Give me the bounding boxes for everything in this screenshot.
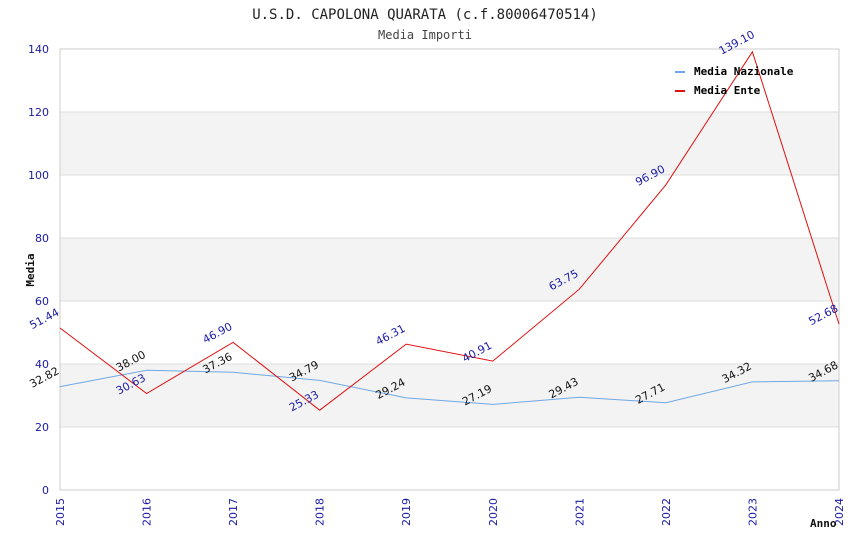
x-tick-label: 2018 [314,498,327,526]
y-tick-label: 60 [35,295,49,308]
x-tick-label: 2015 [54,498,67,526]
y-axis-label: Media [24,253,37,286]
series-line-media-nazionale [59,369,840,405]
band-3 [60,238,839,301]
x-tick-label: 2016 [141,498,154,526]
data-label: 46.90 [201,320,235,346]
band-5 [60,112,839,175]
x-tick-label: 2017 [227,498,240,526]
data-label: 52.68 [806,302,840,328]
x-tick-label: 2020 [487,498,500,526]
y-tick-label: 100 [28,169,49,182]
y-axis-ticks: 0 20 40 60 80 100 120 140 [28,43,49,497]
data-label: 40.91 [460,339,494,365]
x-tick-label: 2021 [573,498,586,526]
y-tick-label: 0 [42,484,49,497]
legend-label-media-nazionale: Media Nazionale [694,65,794,78]
series-line-media-ente [59,50,840,411]
legend-swatch-media-nazionale [675,71,685,73]
y-tick-label: 140 [28,43,49,56]
x-tick-label: 2024 [833,498,846,526]
x-tick-label: 2022 [660,498,673,526]
x-axis-label: Anno [810,517,837,530]
x-axis-ticks: 2015 2016 2017 2018 2019 2020 2021 2022 2023 2024 [54,498,846,526]
plot-border [59,48,840,491]
series-lines [59,50,840,411]
legend-swatch-media-ente [675,90,685,92]
data-label: 51.44 [27,306,61,332]
x-tick-label: 2023 [746,498,759,526]
data-label: 139.10 [717,28,757,58]
band-1 [60,364,839,427]
legend: Media Nazionale Media Ente [675,65,794,97]
chart-title: U.S.D. CAPOLONA QUARATA (c.f.80006470514… [252,7,598,23]
y-tick-label: 40 [35,358,49,371]
chart-subtitle: Media Importi [378,28,472,42]
data-label: 46.31 [374,322,408,348]
y-tick-label: 120 [28,106,49,119]
legend-label-media-ente: Media Ente [694,84,761,97]
y-tick-label: 20 [35,421,49,434]
background-bands [60,112,839,427]
x-tick-label: 2019 [400,498,413,526]
y-tick-label: 80 [35,232,49,245]
